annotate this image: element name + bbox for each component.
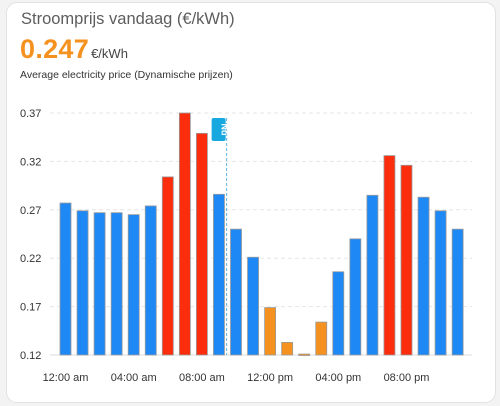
y-tick-label: 0.12 (20, 350, 41, 362)
bar (315, 321, 328, 356)
card-title: Stroomprijs vandaag (€/kWh) (21, 10, 235, 28)
bar (349, 238, 362, 356)
bar (76, 210, 89, 356)
bar (110, 212, 123, 356)
bar (332, 271, 345, 356)
bar (434, 210, 447, 356)
bar (178, 112, 191, 356)
y-tick-label: 0.27 (20, 205, 41, 217)
bar (93, 212, 106, 356)
now-label: Nu (220, 124, 230, 136)
y-tick-label: 0.32 (20, 156, 41, 168)
x-tick-label: 08:00 am (179, 372, 225, 384)
bar (127, 214, 140, 356)
bar (281, 342, 294, 356)
x-tick-label: 08:00 pm (384, 372, 430, 384)
current-price-value: 0.247 (20, 34, 90, 64)
bar (230, 228, 242, 356)
bar (451, 228, 464, 356)
x-tick-label: 12:00 pm (247, 372, 293, 384)
card-subtitle: Average electricity price (Dynamische pr… (20, 69, 233, 81)
bar (161, 176, 174, 356)
x-tick-label: 04:00 pm (315, 372, 361, 384)
y-tick-label: 0.22 (20, 253, 41, 265)
bar (417, 196, 430, 356)
bar (144, 205, 157, 356)
bar (298, 353, 311, 356)
current-price-unit: €/kWh (91, 46, 128, 61)
current-price: 0.247 €/kWh (20, 34, 128, 65)
x-tick-label: 04:00 am (111, 372, 157, 384)
y-tick-label: 0.37 (20, 108, 41, 120)
bar (247, 256, 259, 356)
bar (59, 202, 72, 356)
y-tick-label: 0.17 (20, 302, 41, 314)
bar (213, 193, 225, 356)
bar (366, 194, 379, 356)
bar (264, 307, 277, 356)
bar (383, 155, 396, 356)
bar (400, 164, 413, 356)
x-tick-label: 12:00 am (43, 372, 89, 384)
now-badge (211, 118, 226, 141)
bar (195, 132, 208, 356)
